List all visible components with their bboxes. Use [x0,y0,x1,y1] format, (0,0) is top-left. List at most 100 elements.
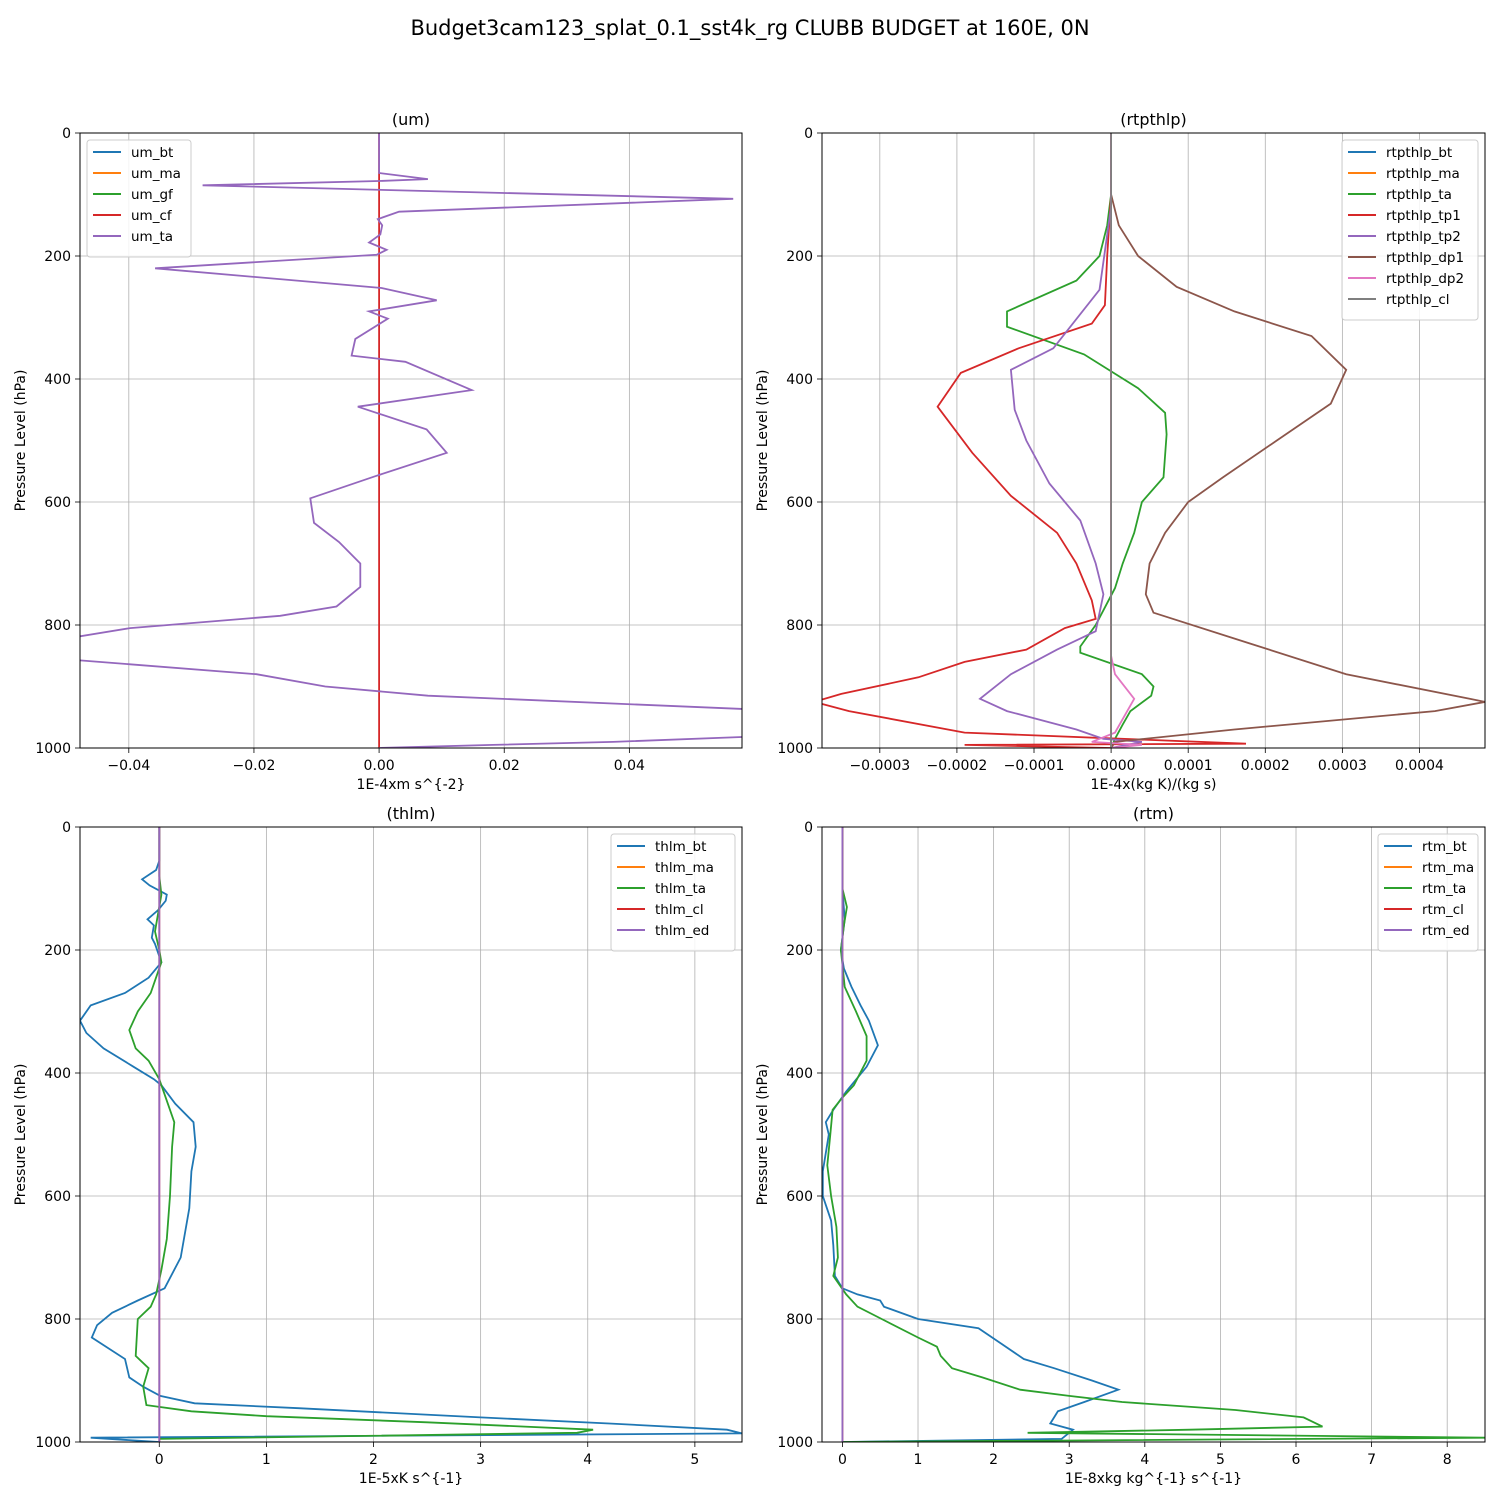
legend-label-thlm_ed: thlm_ed [655,923,709,939]
y-axis-label: Pressure Level (hPa) [755,370,771,512]
legend-label-rtpthlp_dp2: rtpthlp_dp2 [1386,271,1464,287]
subplot-title: (um) [392,110,430,129]
legend-label-rtpthlp_ta: rtpthlp_ta [1386,187,1452,203]
subplot-0: −0.04 −0.02 0.00 0.02 0.04 0 200 400 600 800 1000 (… [13,110,743,793]
x-tick-label: 2 [369,1452,378,1468]
subplot-2: 0 1 2 3 4 5 0 200 400 600 800 1000 (thlm) 1E-5xK s^{-… [13,804,743,1487]
legend-label-rtpthlp_dp1: rtpthlp_dp1 [1386,250,1464,266]
x-axis-label: 1E-5xK s^{-1} [359,1471,463,1487]
y-tick-label: 200 [786,249,813,265]
legend: rtm_bt rtm_ma rtm_ta rtm_cl rtm_ed [1377,833,1479,952]
legend-label-rtpthlp_tp1: rtpthlp_tp1 [1386,208,1461,224]
y-tick-label: 0 [804,820,813,836]
y-tick-label: 600 [44,495,71,511]
legend-label-rtm_ma: rtm_ma [1422,860,1474,876]
x-tick-label: 0.00 [364,758,395,774]
x-tick-label: 4 [583,1452,592,1468]
y-tick-label: 200 [44,943,71,959]
x-tick-label: 0 [838,1452,847,1468]
x-tick-label: −0.02 [232,758,275,774]
y-tick-label: 800 [786,618,813,634]
x-tick-label: 1 [914,1452,923,1468]
x-axis-label: 1E-8xkg kg^{-1} s^{-1} [1065,1471,1242,1487]
legend-box [1377,833,1479,952]
subplot-3: 0 1 2 3 4 5 6 7 8 0 200 400 600 800 1000 (rtm) 1E-8xkg k… [755,804,1486,1487]
legend-label-rtm_ta: rtm_ta [1422,881,1466,897]
x-tick-label: 3 [476,1452,485,1468]
legend-label-rtpthlp_bt: rtpthlp_bt [1386,145,1452,161]
legend-label-um_gf: um_gf [131,187,174,203]
y-axis-label: Pressure Level (hPa) [755,1064,771,1206]
y-tick-label: 600 [786,1189,813,1205]
legend-label-thlm_bt: thlm_bt [655,839,706,855]
x-tick-label: 0.0003 [1318,758,1367,774]
y-tick-label: 600 [786,495,813,511]
series-line-rtpthlp_tp2 [978,133,1143,748]
x-tick-label: 4 [1140,1452,1149,1468]
x-tick-label: 0.04 [614,758,645,774]
legend-label-thlm_ta: thlm_ta [655,881,706,897]
y-tick-label: 200 [786,943,813,959]
y-tick-label: 1000 [35,741,71,757]
y-tick-label: 0 [62,126,71,142]
x-tick-label: 5 [690,1452,699,1468]
y-tick-label: 400 [786,372,813,388]
x-tick-label: 0.0001 [1164,758,1213,774]
series-line-rtm_bt [822,827,1121,1442]
x-tick-label: 7 [1367,1452,1376,1468]
y-tick-label: 1000 [777,741,813,757]
series-line-rtpthlp_ta [1006,133,1168,748]
legend: rtpthlp_bt rtpthlp_ma rtpthlp_ta rtpthlp_tp… [1341,139,1479,321]
legend-label-thlm_cl: thlm_cl [655,902,704,918]
x-tick-label: 5 [1216,1452,1225,1468]
legend-label-rtm_bt: rtm_bt [1422,839,1467,855]
x-tick-label: 6 [1292,1452,1301,1468]
y-tick-label: 1000 [777,1435,813,1451]
series-line-rtpthlp_dp1 [1110,133,1485,748]
x-tick-label: 0.02 [489,758,520,774]
y-tick-label: 200 [44,249,71,265]
y-tick-label: 0 [62,820,71,836]
y-tick-label: 400 [44,372,71,388]
x-tick-label: −0.0001 [1004,758,1065,774]
legend-label-rtpthlp_ma: rtpthlp_ma [1386,166,1460,182]
x-tick-label: −0.0002 [927,758,988,774]
x-tick-label: 0.0002 [1241,758,1290,774]
y-tick-label: 800 [44,618,71,634]
axes-frame [79,826,743,1443]
y-tick-label: 0 [804,126,813,142]
y-tick-label: 400 [44,1066,71,1082]
series-line-rtm_ta [826,827,1485,1442]
subplot-1: −0.0003 −0.0002 −0.0001 0.0000 0.0001 0.0002 0… [755,110,1486,793]
legend-box [86,139,192,258]
x-axis-label: 1E-4xm s^{-2} [357,777,466,793]
y-tick-label: 800 [786,1312,813,1328]
x-tick-label: 0 [155,1452,164,1468]
legend-label-um_bt: um_bt [131,145,173,161]
y-tick-label: 400 [786,1066,813,1082]
subplot-title: (rtpthlp) [1120,110,1187,129]
x-axis-label: 1E-4x(kg K)/(kg s) [1091,777,1217,793]
axes-frame [821,132,1486,749]
subplot-title: (rtm) [1133,804,1174,823]
x-tick-label: 3 [1065,1452,1074,1468]
legend-label-rtm_ed: rtm_ed [1422,923,1470,939]
x-tick-label: 1 [262,1452,271,1468]
series-line-um_ta [80,133,742,748]
x-tick-label: −0.0003 [849,758,910,774]
series-line-rtpthlp_dp2 [1091,133,1142,748]
y-tick-label: 800 [44,1312,71,1328]
y-axis-label: Pressure Level (hPa) [13,370,29,512]
legend-label-um_cf: um_cf [131,208,173,224]
legend-box [610,833,736,952]
y-tick-label: 1000 [35,1435,71,1451]
y-axis-label: Pressure Level (hPa) [13,1064,29,1206]
legend-label-um_ta: um_ta [131,229,173,245]
legend-label-rtpthlp_cl: rtpthlp_cl [1386,292,1450,308]
legend-label-thlm_ma: thlm_ma [655,860,714,876]
legend-label-rtm_cl: rtm_cl [1422,902,1464,918]
x-tick-label: 8 [1443,1452,1452,1468]
figure-title: Budget3cam123_splat_0.1_sst4k_rg CLUBB B… [410,16,1090,40]
legend-label-rtpthlp_tp2: rtpthlp_tp2 [1386,229,1461,245]
